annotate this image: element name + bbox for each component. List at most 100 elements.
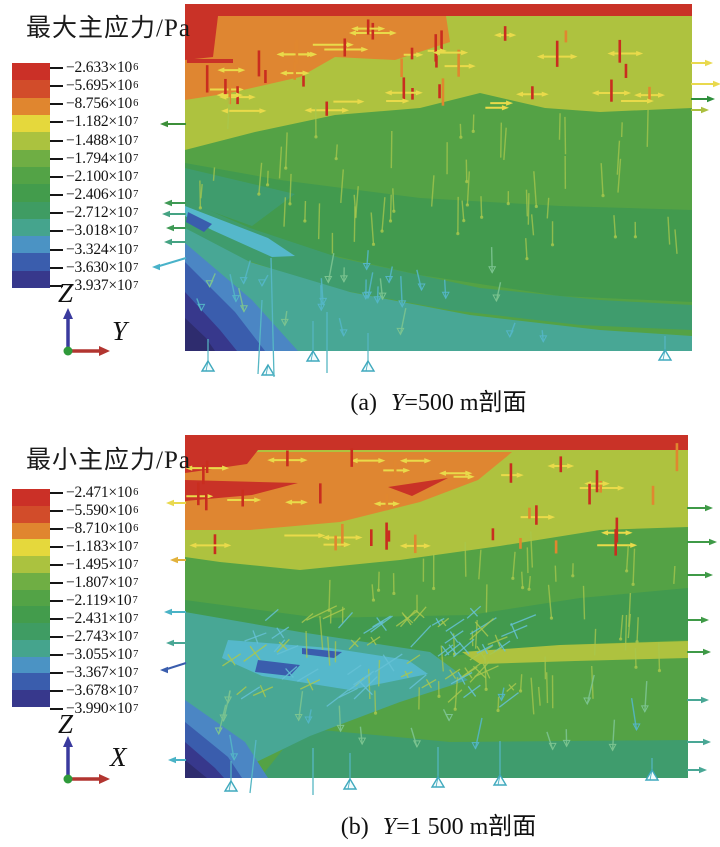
legend-swatch [12,149,50,167]
legend-swatch [12,218,50,237]
axis-y-label-a: Y [112,316,128,346]
legend-swatch [12,489,50,506]
z-axis-arrowhead [63,308,73,319]
legend-label: −8.710×10 6 [50,520,178,538]
caption-b-prefix: (b) [340,814,369,840]
legend-label: −2.633×10 6 [50,59,178,77]
legend-label: −3.678×10 7 [50,682,178,700]
legend-swatch [12,556,50,573]
legend-swatch [12,80,50,98]
legend-label: −3.990×10 7 [50,700,178,718]
legend-swatch [12,166,50,185]
legend-swatch [12,270,50,289]
legend-tick [50,175,63,178]
boundary-symbols-b [160,499,717,795]
legend-swatch [12,184,50,202]
origin-dot [63,774,73,784]
x-axis-arrowhead [99,774,110,784]
legend-title-b: 最小主应力/Pa [26,447,191,474]
colorbar-b [12,489,50,707]
legend-tick [50,546,63,548]
origin-dot [63,346,73,356]
legend-label: −2.743×10 7 [50,628,178,646]
legend-tick [50,67,63,69]
legend-swatch [12,522,50,540]
legend-tick [50,528,63,530]
legend-tick [50,230,63,233]
legend-label: −1.807×10 7 [50,574,178,592]
legend-swatch [12,201,50,219]
axis-z-label-b: Z [58,709,74,739]
caption-a-variable: Y [391,390,405,416]
legend-label: −3.367×10 7 [50,664,178,682]
boundary-symbols-a [152,59,720,378]
legend-swatch [12,639,50,657]
legend-label: −3.055×10 7 [50,646,178,664]
legend-swatch [12,589,50,607]
legend-tick [50,284,63,287]
legend-tick [50,672,63,674]
legend-tick [50,139,63,142]
caption-a: (a) Y=500 m剖面 [185,382,692,417]
legend-tick [50,600,63,602]
legend-title-a: 最大主应力/Pa [26,15,191,42]
legend-tick [50,492,63,494]
legend-labels-b: −2.471×10 6 −5.590×10 6 −8.710×10 6 −1.183×10 7… [50,484,178,717]
legend-label: −1.182×10 7 [50,113,178,131]
legend-label: −2.471×10 6 [50,484,178,502]
legend-tick [50,266,63,269]
colorbar-a [12,63,50,289]
axis-z-label-a: Z [58,278,74,308]
caption-b-rest: =1 500 m剖面 [396,814,537,840]
stress-vectors-b [185,443,679,761]
legend-labels-a: −2.633×10 6 −5.695×10 6 −8.756×10 6 −1.182×10 7… [50,59,178,295]
legend-swatch [12,673,50,691]
legend-label: −3.630×10 7 [50,259,178,277]
legend-tick [50,708,63,710]
legend-tick [50,85,63,88]
legend-label: −2.100×10 7 [50,168,178,186]
legend-label: −2.431×10 7 [50,610,178,628]
y-axis-arrowhead [99,346,110,356]
legend-label: −3.324×10 7 [50,241,178,259]
contour-bands-a [185,4,692,351]
legend-swatch [12,63,50,81]
caption-a-prefix: (a) [350,390,378,416]
axis-triad-a [63,308,110,356]
legend-tick [50,636,63,638]
legend-tick [50,194,63,197]
legend-swatch [12,606,50,624]
legend-tick [50,212,63,215]
legend-swatch [12,114,50,133]
legend-tick [50,157,63,160]
legend-swatch [12,236,50,254]
stress-vectors-a [196,19,678,343]
legend-swatch [12,656,50,674]
legend-label: −1.183×10 7 [50,538,178,556]
legend-tick [50,618,63,620]
legend-tick [50,690,63,692]
legend-label: −2.119×10 7 [50,592,178,610]
legend-tick [50,582,63,584]
legend-label: −8.756×10 6 [50,95,178,113]
legend-label: −1.794×10 7 [50,150,178,168]
legend-tick [50,248,63,251]
legend-swatch [12,253,50,271]
legend-tick [50,121,63,124]
legend-tick [50,103,63,106]
legend-tick [50,564,63,566]
axis-x-label-b: X [110,742,127,772]
legend-label: −1.495×10 7 [50,556,178,574]
legend-swatch [12,690,50,707]
legend-label: −1.488×10 7 [50,132,178,150]
legend-label: −3.018×10 7 [50,222,178,240]
legend-swatch [12,623,50,640]
legend-label: −2.406×10 7 [50,186,178,204]
caption-a-rest: =500 m剖面 [404,390,527,416]
legend-swatch [12,132,50,150]
legend-label: −5.590×10 6 [50,502,178,520]
legend-swatch [12,539,50,557]
legend-label: −5.695×10 6 [50,77,178,95]
